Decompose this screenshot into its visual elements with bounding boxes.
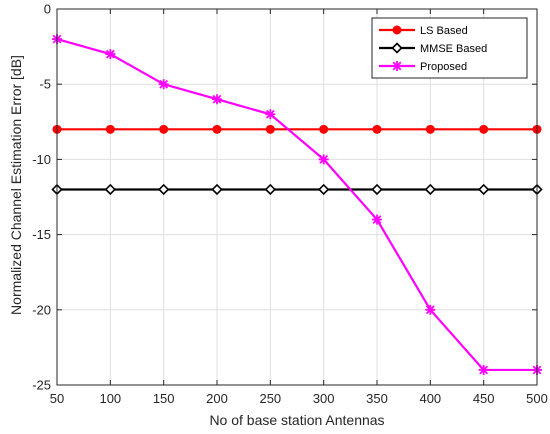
data-point-proposed: [105, 49, 116, 60]
data-point-proposed: [212, 94, 222, 105]
legend-label-proposed: Proposed: [420, 61, 467, 73]
y-tick-label: -25: [32, 378, 51, 393]
data-point-ls-based: [479, 124, 489, 134]
x-tick-label: 250: [259, 391, 281, 406]
legend-label-ls-based: LS Based: [420, 25, 468, 37]
x-tick-label: 350: [366, 391, 388, 406]
data-point-mmse-based: [264, 183, 276, 196]
x-tick-label: 300: [313, 391, 335, 406]
data-point-ls-based: [372, 124, 382, 134]
data-point-proposed: [478, 364, 489, 375]
data-point-ls-based: [265, 124, 275, 134]
star-stroke: [105, 49, 115, 59]
star-stroke: [265, 109, 275, 119]
data-point-mmse-based: [211, 183, 223, 196]
y-tick-label: -5: [39, 77, 51, 92]
data-point-ls-based: [159, 124, 169, 134]
x-axis-ticks: 50 100 150 200 250 300 350 400 450 500: [50, 9, 548, 406]
data-point-ls-based: [212, 124, 222, 134]
data-point-proposed: [158, 79, 169, 90]
y-tick-label: -15: [32, 227, 51, 242]
data-point-ls-based: [105, 124, 115, 134]
data-point-mmse-based: [158, 183, 170, 196]
star-stroke: [319, 155, 329, 164]
x-tick-label: 500: [526, 391, 548, 406]
legend-marker-proposed: [392, 61, 402, 71]
plot-frame: [56, 8, 538, 386]
data-point-mmse-based: [318, 183, 330, 196]
x-tick-label: 200: [206, 391, 228, 406]
y-axis-label: Normalized Channel Estimation Error [dB]: [8, 55, 24, 315]
y-axis-ticks: 0 -5 -10 -15 -20 -25: [32, 2, 537, 393]
star-stroke: [159, 79, 169, 89]
x-tick-label: 50: [50, 391, 64, 406]
data-point-mmse-based: [104, 183, 116, 196]
legend-label-mmse-based: MMSE Based: [420, 43, 487, 55]
data-point-proposed: [372, 214, 382, 225]
y-tick-label: -20: [32, 302, 51, 317]
data-point-ls-based: [319, 124, 329, 134]
x-tick-label: 400: [419, 391, 441, 406]
star-stroke: [479, 365, 489, 375]
x-tick-label: 100: [99, 391, 121, 406]
star-stroke: [372, 215, 382, 224]
data-point-ls-based: [425, 124, 435, 134]
star-stroke: [212, 94, 222, 104]
x-axis-label: No of base station Antennas: [209, 412, 384, 428]
legend: LS Based MMSE Based Proposed: [371, 17, 528, 79]
x-tick-label: 450: [473, 391, 495, 406]
data-point-mmse-based: [478, 183, 490, 196]
series-line-proposed: [56, 38, 537, 372]
data-point-mmse-based: [424, 183, 436, 196]
data-point-mmse-based: [371, 183, 383, 196]
data-point-proposed: [265, 109, 276, 120]
data-point-proposed: [318, 154, 329, 165]
legend-marker-ls-based: [392, 25, 402, 35]
x-tick-label: 150: [153, 391, 175, 406]
y-tick-label: 0: [44, 2, 51, 17]
star-stroke: [425, 305, 435, 315]
data-point-proposed: [425, 304, 436, 315]
y-tick-label: -10: [32, 152, 51, 167]
star-stroke: [392, 61, 402, 71]
legend-marker-mmse-based: [391, 42, 403, 54]
